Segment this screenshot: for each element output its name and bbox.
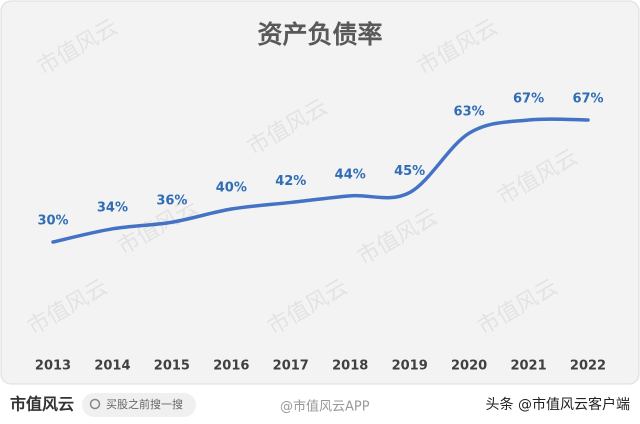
data-label: 67% (513, 92, 544, 107)
x-tick-label: 2020 (451, 359, 487, 374)
footer-credit: 头条 @市值风云客户端 (486, 396, 630, 413)
search-icon (89, 398, 101, 410)
footer-logo: 市值风云 (10, 395, 74, 414)
x-tick-label: 2021 (510, 359, 546, 374)
data-label: 30% (37, 214, 68, 229)
data-label: 40% (216, 181, 247, 196)
x-tick-label: 2018 (332, 359, 368, 374)
x-tick-label: 2013 (35, 359, 71, 374)
chart-panel (0, 0, 640, 385)
search-box[interactable] (82, 393, 196, 417)
x-tick-label: 2017 (273, 359, 309, 374)
x-tick-label: 2015 (154, 359, 190, 374)
data-label: 67% (572, 92, 603, 107)
plot: 2013 2014 2015 2016 2017 2018 2019 2020 2021 2022… (35, 92, 606, 374)
data-label: 34% (97, 200, 128, 215)
x-tick-label: 2019 (392, 359, 428, 374)
x-tick-label: 2022 (570, 359, 606, 374)
data-label: 63% (454, 105, 485, 120)
data-label: 42% (275, 174, 306, 189)
data-label: 45% (394, 164, 425, 179)
chart-title: 资产负债率 (257, 20, 382, 49)
footer-source: @市值风云APP (280, 399, 370, 415)
search-text[interactable]: 买股之前搜一搜 (106, 397, 183, 411)
x-tick-label: 2014 (94, 359, 130, 374)
data-label: 44% (335, 167, 366, 182)
data-label: 36% (156, 194, 187, 209)
line (51, 117, 590, 244)
x-tick-label: 2016 (213, 359, 249, 374)
